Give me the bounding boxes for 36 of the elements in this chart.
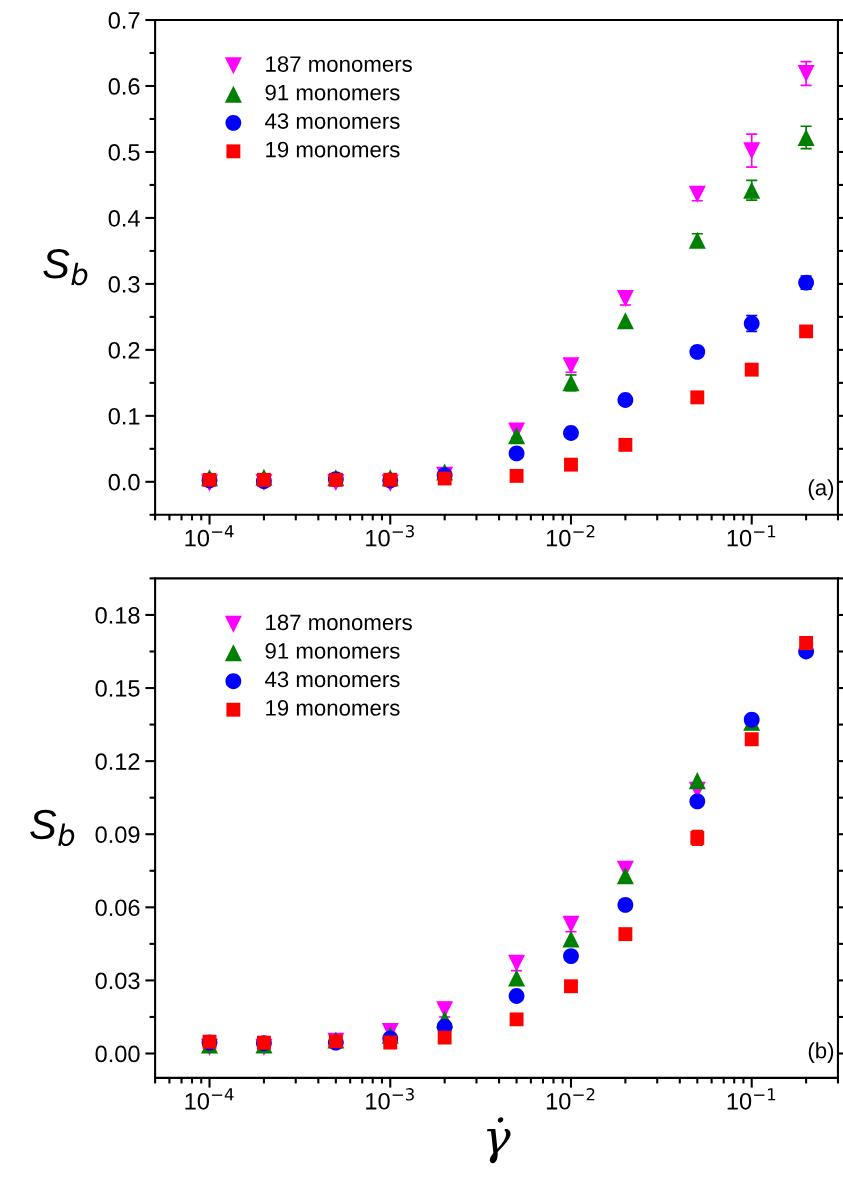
x-tick-label: 10$^{−1}$ [727,525,776,547]
legend-label: 43 monomers [265,113,400,129]
x-tick-label: 10$^{−3}$ [366,1088,414,1110]
legend-label: 91 monomers [265,643,400,659]
y-tick-label: 0.2 [108,341,140,359]
annotation: (b) [808,1042,834,1063]
y-tick-label: 0.18 [95,607,140,624]
y-axis-title: S$_{b}$ [43,249,88,286]
x-tick-label: 10$^{−4}$ [185,1088,234,1110]
y-tick-label: 0.0 [108,473,140,491]
y-axis-title: S$_{b}$ [30,809,75,847]
x-tick-label: 10$^{−3}$ [366,524,414,547]
legend-label: 187 monomers [266,56,412,72]
legend-label: 91 monomers [265,84,400,101]
y-tick-label: 0.09 [95,826,140,844]
x-tick-label: 10$^{−4}$ [185,525,234,547]
x-tick-label: 10$^{−2}$ [546,524,595,547]
x-axis-title: γ̇ [486,1117,511,1164]
y-tick-label: 0.7 [108,12,140,29]
y-tick-label: 0.6 [108,78,140,95]
y-tick-label: 0.3 [108,275,140,293]
y-tick-label: 0.06 [95,899,140,917]
y-tick-label: 0.15 [95,680,140,697]
y-tick-label: 0.12 [95,753,140,770]
x-tick-label: 10$^{−2}$ [546,1088,595,1110]
y-tick-label: 0.00 [95,1045,140,1063]
legend-label: 19 monomers [266,700,400,716]
y-tick-label: 0.1 [108,407,140,425]
annotation: (a) [808,479,834,500]
y-tick-label: 0.5 [108,144,140,161]
y-tick-label: 0.4 [108,210,140,227]
legend-label: 43 monomers [265,671,400,688]
legend-label: 187 monomers [266,614,412,631]
x-tick-label: 10$^{−1}$ [727,1088,776,1110]
legend-label: 19 monomers [266,141,400,158]
y-tick-label: 0.03 [95,972,140,990]
